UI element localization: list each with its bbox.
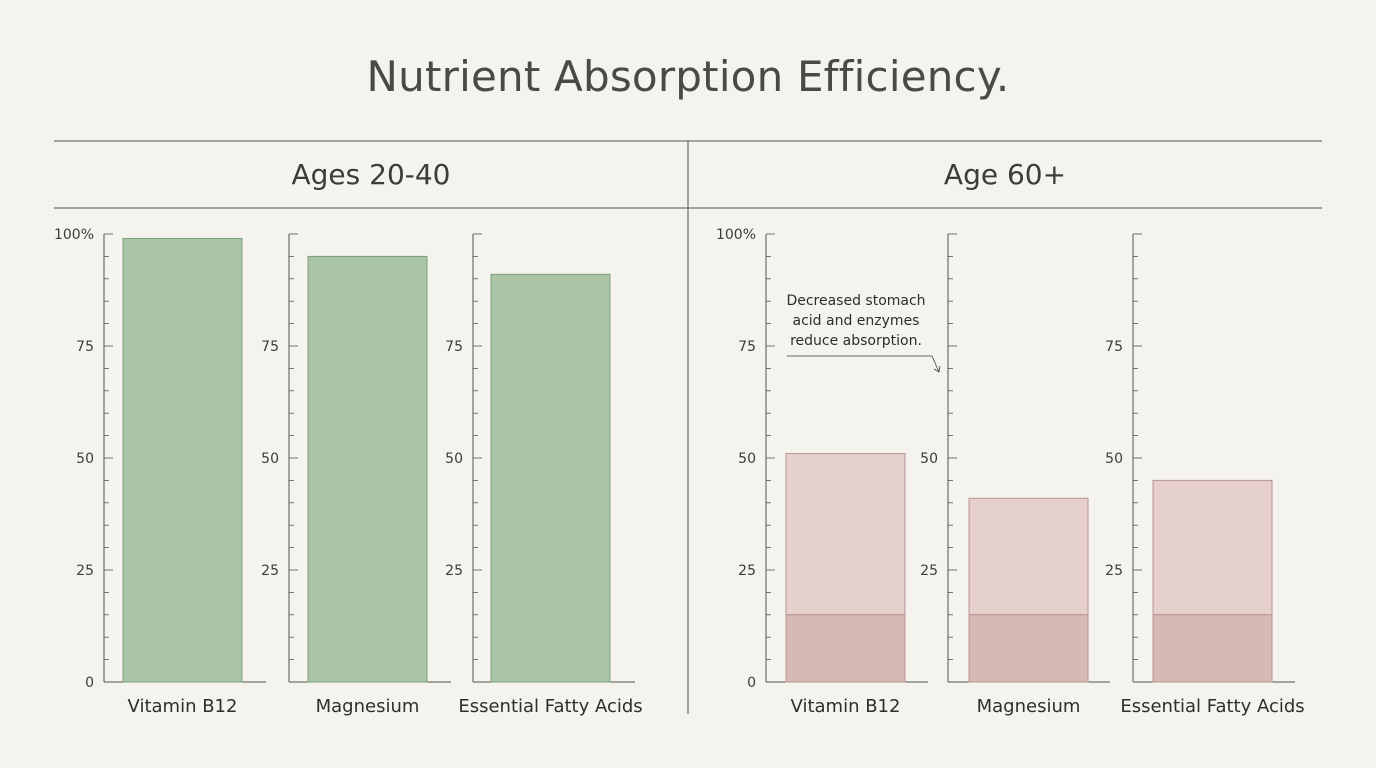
y-tick-label-p0-0-100: 100% (54, 227, 94, 243)
y-tick-label-p0-0-75: 75 (76, 339, 94, 355)
y-tick-label-p0-2-75: 75 (445, 339, 463, 355)
bar-base-p1-2 (1152, 614, 1273, 683)
bar-base-p1-1 (968, 614, 1089, 683)
category-label-p1-0: Vitamin B12 (791, 696, 901, 717)
y-tick-label-p1-1-50: 50 (920, 451, 938, 467)
bar-p0-1 (307, 255, 428, 683)
y-tick-label-p1-0-0: 0 (747, 675, 756, 691)
annotation-line-1: acid and enzymes (793, 313, 920, 329)
panel-title-old: Age 60+ (943, 158, 1067, 191)
bar-base-p1-0 (785, 614, 906, 683)
category-label-p0-0: Vitamin B12 (128, 696, 238, 717)
y-tick-label-p1-0-100: 100% (716, 227, 756, 243)
y-tick-label-p0-0-0: 0 (85, 675, 94, 691)
annotation-leader (787, 355, 940, 373)
y-tick-label-p1-0-75: 75 (738, 339, 756, 355)
category-label-p1-1: Magnesium (977, 696, 1081, 717)
panel-title-young: Ages 20-40 (291, 158, 451, 191)
chart-title: Nutrient Absorption Efficiency. (366, 52, 1010, 101)
y-tick-label-p0-0-25: 25 (76, 563, 94, 579)
y-tick-label-p0-0-50: 50 (76, 451, 94, 467)
y-tick-label-p0-1-75: 75 (261, 339, 279, 355)
y-tick-label-p1-0-25: 25 (738, 563, 756, 579)
bar-p0-0 (122, 237, 243, 683)
bar-upper-p1-1 (968, 497, 1089, 616)
annotation-arrowhead (933, 365, 941, 373)
y-tick-label-p1-2-50: 50 (1105, 451, 1123, 467)
annotation-line-0: Decreased stomach (786, 293, 925, 309)
y-tick-label-p1-0-50: 50 (738, 451, 756, 467)
y-tick-label-p0-2-50: 50 (445, 451, 463, 467)
bar-upper-p1-0 (785, 453, 906, 616)
y-tick-label-p0-1-25: 25 (261, 563, 279, 579)
category-label-p0-2: Essential Fatty Acids (458, 696, 642, 717)
y-tick-label-p0-2-25: 25 (445, 563, 463, 579)
y-tick-label-p1-1-25: 25 (920, 563, 938, 579)
category-label-p0-1: Magnesium (316, 696, 420, 717)
bar-upper-p1-2 (1152, 479, 1273, 616)
y-tick-label-p1-2-75: 75 (1105, 339, 1123, 355)
y-tick-label-p0-1-50: 50 (261, 451, 279, 467)
annotation-line-2: reduce absorption. (790, 333, 922, 349)
bar-p0-2 (490, 273, 611, 683)
y-tick-label-p1-2-25: 25 (1105, 563, 1123, 579)
category-label-p1-2: Essential Fatty Acids (1120, 696, 1304, 717)
